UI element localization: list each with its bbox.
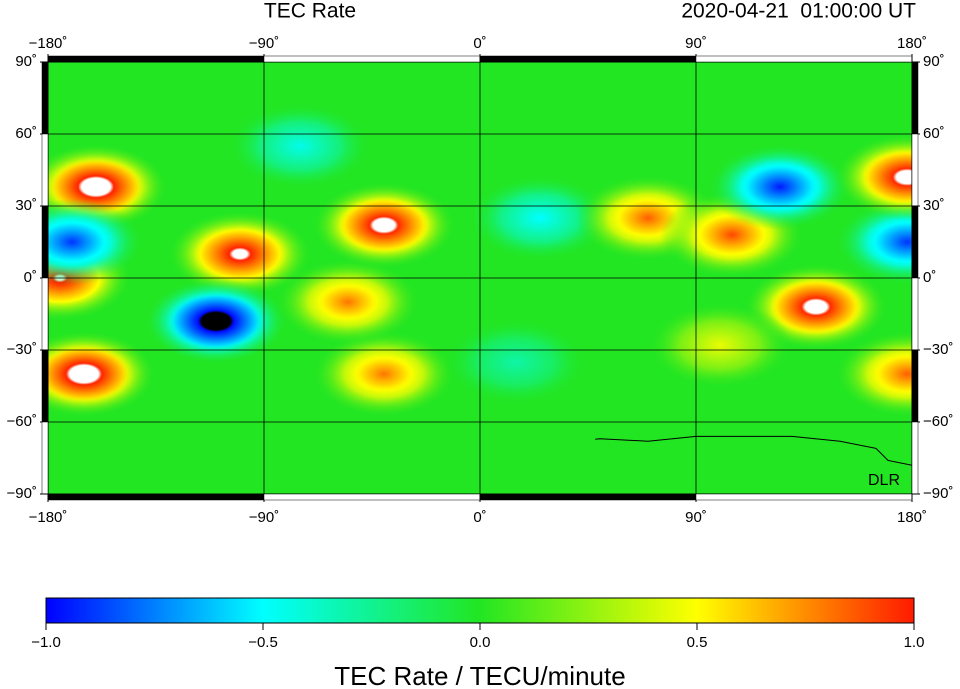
tec-field [48,102,912,418]
colorbar-label: TEC Rate / TECU/minute [334,661,625,689]
tec-anomaly [835,198,912,286]
timestamp: 2020-04-21 01:00:00 UT [681,0,916,23]
frame-segment [911,205,919,279]
tec-anomaly [48,198,144,286]
frame-segment [911,61,919,135]
frame-segment [263,55,481,63]
frame-segment [41,61,49,135]
y-tick-label: −90˚ [7,485,37,502]
tec-anomaly [444,318,588,406]
frame-segment [695,55,913,63]
frame-segment [41,277,49,351]
y-tick-label: 30˚ [15,197,37,214]
frame-segment [911,421,919,495]
tec-anomaly [468,174,612,262]
y-tick-label: 0˚ [923,269,936,286]
y-tick-label: 0˚ [24,269,37,286]
tec-anomaly [228,102,372,190]
x-tick-label: −90˚ [249,35,279,52]
y-tick-label: −60˚ [7,413,37,430]
x-tick-label: −90˚ [249,509,279,526]
y-tick-label: 90˚ [923,53,945,70]
frame-segment [263,493,481,501]
tec-anomaly [708,143,852,230]
colorbar-tick-label: −0.5 [248,634,278,651]
y-tick-label: 90˚ [15,53,37,70]
colorbar-tick-label: 0.5 [687,634,708,651]
tec-anomaly [168,210,312,298]
tec-anomaly [48,330,156,418]
x-tick-label: 90˚ [685,509,707,526]
y-tick-label: −90˚ [923,485,953,502]
x-tick-label: −180˚ [29,509,68,526]
frame-segment [47,493,265,501]
x-tick-label: 180˚ [897,509,927,526]
y-tick-label: 60˚ [15,125,37,142]
frame-segment [41,205,49,279]
watermark: DLR [868,472,900,489]
x-tick-label: 90˚ [685,35,707,52]
map-frame [40,54,920,502]
x-tick-label: 0˚ [473,35,486,52]
x-tick-label: −180˚ [29,35,68,52]
frame-segment [41,349,49,423]
y-tick-label: −30˚ [7,341,37,358]
y-tick-label: 30˚ [923,197,945,214]
frame-segment [47,55,265,63]
frame-segment [695,493,913,501]
frame-segment [41,133,49,207]
y-tick-label: −30˚ [923,341,953,358]
colorbar-tick-label: −1.0 [31,634,61,651]
tec-anomaly [312,182,456,269]
frame-segment [479,55,697,63]
tec-anomaly [835,134,912,221]
frame-segment [911,349,919,423]
x-tick-label: 0˚ [473,509,486,526]
frame-segment [911,277,919,351]
tec-anomaly [648,302,792,389]
frame-segment [911,133,919,207]
colorbar-tick-label: 0.0 [470,634,491,651]
tec-anomaly [276,258,420,346]
tec-anomaly [144,278,288,365]
coastlines [48,79,912,465]
y-tick-label: 60˚ [923,125,945,142]
tec-anomaly [835,330,912,418]
title: TEC Rate [264,0,356,23]
y-tick-label: −60˚ [923,413,953,430]
colorbar [45,597,915,624]
graticule [48,62,912,494]
x-tick-label: 180˚ [897,35,927,52]
frame-segment [479,493,697,501]
tec-anomaly [312,330,456,418]
colorbar-tick-label: 1.0 [904,634,925,651]
frame-segment [41,421,49,495]
antarctica [48,432,912,466]
